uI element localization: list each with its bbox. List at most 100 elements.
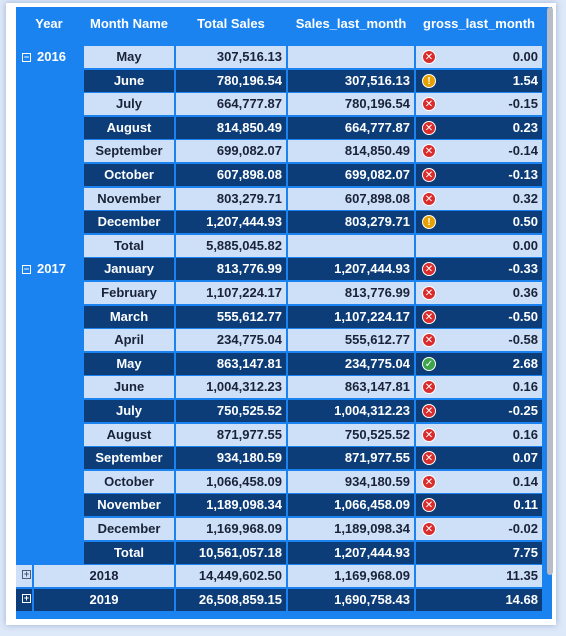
vertical-scrollbar[interactable] [547, 7, 553, 575]
subtotal-row[interactable]: Total 10,561,057.18 1,207,444.93 7.75 [16, 541, 552, 564]
month-name-cell: September [84, 447, 174, 470]
month-name-cell: Total [84, 234, 174, 257]
gross-last-month-cell: 7.75 [416, 541, 542, 564]
gross-value: 0.50 [512, 214, 538, 230]
sales-last-month-cell: 307,516.13 [288, 69, 414, 92]
expand-plus-icon[interactable]: + [22, 569, 31, 580]
total-sales-cell: 1,004,312.23 [176, 376, 286, 399]
table-row[interactable]: October 1,066,458.09 934,180.59 ✕ 0.14 [16, 470, 552, 493]
total-sales-cell: 555,612.77 [176, 305, 286, 328]
table-row[interactable]: September 934,180.59 871,977.55 ✕ 0.07 [16, 446, 552, 470]
month-name-cell: December [84, 211, 174, 234]
sales-last-month-cell: 1,207,444.93 [288, 258, 414, 281]
table-row[interactable]: June 780,196.54 307,516.13! 1.54 [16, 69, 552, 92]
gross-last-month-cell: ✕ 0.11 [416, 494, 542, 517]
expand-plus-icon[interactable]: + [22, 592, 31, 603]
sales-last-month-cell: 863,147.81 [288, 376, 414, 399]
table-row[interactable]: May 307,516.13 ✕ 0.00 [16, 45, 552, 68]
table-row[interactable]: October 607,898.08 699,082.07 ✕ -0.13 [16, 163, 552, 186]
sales-last-month-cell: 813,776.99 [288, 282, 414, 304]
gross-value: -0.58 [508, 332, 538, 348]
collapsed-year-row[interactable]: +2019 26,508,859.15 1,690,758.43 14.68 [16, 588, 552, 611]
gross-last-month-cell: ✕ -0.58 [416, 329, 542, 352]
error-x-icon: ✕ [422, 120, 436, 135]
table-row[interactable]: November 1,189,098.34 1,066,458.09 ✕ 0.11 [16, 493, 552, 517]
month-name-cell: June [84, 69, 174, 92]
error-x-icon: ✕ [422, 144, 436, 159]
error-x-icon: ✕ [422, 286, 436, 300]
table-row[interactable]: December 1,169,968.09 1,189,098.34 ✕ -0.02 [16, 517, 552, 540]
gross-last-month-cell: 14.68 [416, 588, 542, 611]
collapse-minus-icon[interactable]: − [22, 52, 31, 63]
gross-last-month-cell: ✕ -0.15 [416, 93, 542, 116]
gross-value: 0.32 [512, 190, 538, 206]
column-header-year[interactable]: Year [35, 16, 63, 31]
sales-last-month-cell: 555,612.77 [288, 329, 414, 352]
table-row[interactable]: September 699,082.07 814,850.49 ✕ -0.14 [16, 139, 552, 163]
table-row[interactable]: March 555,612.77 1,107,224.17 ✕ -0.50 [16, 305, 552, 328]
subtotal-row[interactable]: Total 5,885,045.82 0.00 [16, 234, 552, 257]
table-row[interactable]: January 813,776.99 1,207,444.93 ✕ -0.33 [16, 257, 552, 281]
error-x-icon: ✕ [422, 333, 436, 348]
gross-last-month-cell: ! 1.54 [416, 69, 542, 92]
gross-last-month-cell: ✕ -0.25 [416, 400, 542, 422]
year-label: 2018 [34, 565, 174, 588]
table-row[interactable]: April 234,775.04 555,612.77 ✕ -0.58 [16, 328, 552, 352]
sales-last-month-cell: 1,066,458.09 [288, 494, 414, 517]
error-x-icon: ✕ [422, 427, 436, 442]
table-header: Year Month Name Total Sales Sales_last_m… [16, 7, 552, 41]
table-row[interactable]: February 1,107,224.17 813,776.99 ✕ 0.36 [16, 281, 552, 304]
table-row[interactable]: July 750,525.52 1,004,312.23 ✕ -0.25 [16, 399, 552, 422]
gross-value: -0.33 [508, 261, 538, 277]
warning-exclamation-icon: ! [422, 73, 436, 88]
year-row-header[interactable]: −2017 [22, 261, 66, 276]
gross-value: -0.13 [508, 167, 538, 182]
error-x-icon: ✕ [422, 451, 436, 466]
total-sales-cell: 1,066,458.09 [176, 470, 286, 493]
table-row[interactable]: July 664,777.87 780,196.54 ✕ -0.15 [16, 92, 552, 116]
error-x-icon: ✕ [422, 168, 436, 182]
column-header-month-name[interactable]: Month Name [90, 16, 168, 31]
gross-value: -0.25 [508, 403, 538, 418]
month-name-cell: May [84, 46, 174, 68]
month-name-cell: Total [84, 541, 174, 564]
month-name-cell: June [84, 376, 174, 399]
gross-last-month-cell: ✕ 0.14 [416, 470, 542, 493]
gross-value: 0.07 [512, 450, 538, 466]
error-x-icon: ✕ [422, 309, 436, 324]
sales-last-month-cell: 607,898.08 [288, 187, 414, 210]
year-row-header[interactable]: −2016 [22, 49, 66, 64]
error-x-icon: ✕ [422, 50, 436, 64]
total-sales-cell: 26,508,859.15 [176, 588, 286, 611]
gross-value: -0.15 [508, 96, 538, 112]
month-name-cell: October [84, 470, 174, 493]
column-header-sales-last-month[interactable]: Sales_last_month [295, 16, 407, 31]
table-row[interactable]: August 814,850.49 664,777.87 ✕ 0.23 [16, 116, 552, 139]
table-row[interactable]: August 871,977.55 750,525.52 ✕ 0.16 [16, 423, 552, 446]
sales-last-month-cell: 1,107,224.17 [288, 305, 414, 328]
gross-last-month-cell: ✕ -0.14 [416, 140, 542, 163]
table-row[interactable]: May 863,147.81 234,775.04 ✓ 2.68 [16, 352, 552, 375]
collapse-minus-icon[interactable]: − [22, 264, 31, 275]
gross-last-month-cell: ✕ -0.33 [416, 258, 542, 281]
table-row[interactable]: December 1,207,444.93 803,279.71! 0.50 [16, 210, 552, 234]
total-sales-cell: 813,776.99 [176, 258, 286, 281]
month-name-cell: July [84, 93, 174, 116]
month-name-cell: August [84, 116, 174, 139]
total-sales-cell: 1,169,968.09 [176, 518, 286, 540]
matrix-table: Year Month Name Total Sales Sales_last_m… [16, 7, 552, 619]
month-name-cell: August [84, 423, 174, 446]
table-row[interactable]: June 1,004,312.23 863,147.81 ✕ 0.16 [16, 375, 552, 399]
column-header-gross-last-month[interactable]: gross_last_month [423, 16, 535, 31]
month-name-cell: December [84, 518, 174, 540]
sales-last-month-cell [288, 46, 414, 68]
warning-exclamation-icon: ! [422, 215, 436, 230]
table-row[interactable]: November 803,279.71 607,898.08 ✕ 0.32 [16, 187, 552, 210]
sales-last-month-cell: 1,189,098.34 [288, 518, 414, 540]
gross-value: -0.02 [508, 521, 538, 536]
collapsed-year-row[interactable]: +2018 14,449,602.50 1,169,968.09 11.35 [16, 564, 552, 588]
total-sales-cell: 5,885,045.82 [176, 234, 286, 257]
column-header-total-sales[interactable]: Total Sales [197, 16, 265, 31]
gross-last-month-cell: ✕ 0.23 [416, 116, 542, 139]
error-x-icon: ✕ [422, 474, 436, 489]
